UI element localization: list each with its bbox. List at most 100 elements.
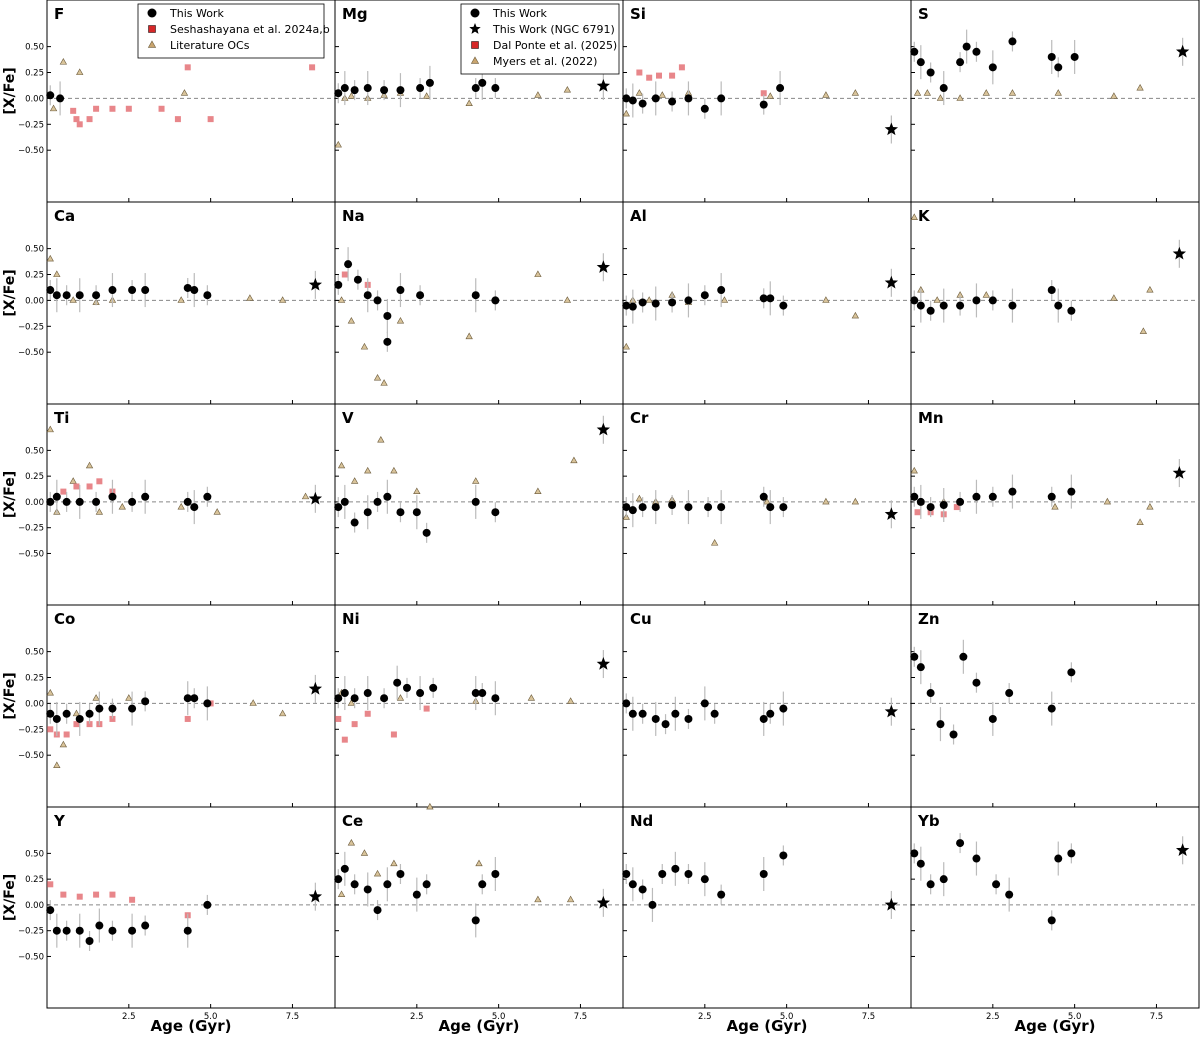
panel-s-this-work-point	[926, 68, 935, 77]
panel-ce-this-work-point	[478, 880, 487, 889]
panel-co-this-work-point	[190, 694, 199, 703]
panel-al-frame	[622, 201, 912, 405]
legend-left-label: Seshashayana et al. 2024a,b	[170, 23, 330, 36]
panel-k-literature-point	[910, 213, 918, 220]
panel-cr-this-work-point	[779, 503, 788, 512]
panel-f-seshashayana-point	[70, 107, 77, 114]
legend-left-marker	[147, 8, 157, 18]
panel-zn-this-work-point	[910, 652, 919, 661]
panel-s-this-work-point	[1070, 52, 1079, 61]
panel-ni-this-work-point	[478, 689, 487, 698]
panel-y-ngc6791-star	[308, 889, 323, 903]
panel-mn-literature-point	[1051, 502, 1059, 510]
legend-mid-label: Myers et al. (2022)	[493, 55, 597, 68]
panel-si-literature-point	[822, 91, 830, 98]
panel-f-this-work-point	[46, 91, 55, 100]
panel-co-this-work-point	[141, 697, 150, 706]
panel-cu-frame	[622, 604, 912, 808]
panel-co-literature-point	[249, 699, 257, 706]
legend-mid-marker	[469, 23, 481, 34]
panel-cu-this-work-point	[700, 699, 709, 708]
panel-f-element-label: F	[54, 5, 64, 23]
panel-v-this-work-point	[471, 497, 480, 506]
ytick-label: 0.00	[25, 498, 44, 508]
panel-s-this-work-point	[939, 84, 948, 93]
panel-mg-element-label: Mg	[342, 5, 368, 23]
panel-v-literature-point	[534, 487, 542, 495]
panel-na-element-label: Na	[342, 207, 365, 225]
panel-na-literature-point	[337, 296, 346, 303]
panel-ce-literature-point	[337, 890, 346, 898]
panel-ti-seshashayana-point	[73, 483, 80, 490]
panel-s-literature-point	[982, 89, 990, 96]
panel-f-literature-point	[49, 104, 58, 112]
panel-mn-literature-point	[1136, 518, 1144, 525]
y-axis-label: [X/Fe]	[2, 471, 18, 518]
panel-f-seshashayana-point	[207, 116, 214, 123]
panel-co-literature-point	[46, 688, 54, 696]
panel-mn-this-work-point	[926, 503, 935, 512]
panel-mn-seshashayana-point	[953, 504, 960, 511]
panel-yb-this-work-point	[1005, 890, 1014, 899]
panel-ti-this-work-point	[203, 492, 212, 501]
panel-si-this-work-point	[684, 94, 693, 103]
panel-na-this-work-point	[383, 311, 392, 320]
panel-v-this-work-point	[412, 508, 421, 517]
panel-f-literature-point	[76, 68, 84, 75]
panel-si-seshashayana-point	[760, 90, 767, 97]
panel-ni-seshashayana-point	[390, 731, 397, 738]
panel-yb-this-work-point	[916, 859, 925, 868]
panel-ce-literature-point	[475, 859, 483, 867]
panel-nd-this-work-point	[622, 870, 631, 878]
ytick-label: −0.50	[18, 751, 44, 761]
panel-ca-literature-point	[46, 254, 54, 262]
panel-ti-literature-point	[213, 508, 221, 515]
panel-al-this-work-point	[651, 299, 660, 308]
panel-cu-this-work-point	[766, 709, 775, 718]
panel-k-this-work-point	[1054, 301, 1063, 310]
panel-ti-ngc6791-star	[308, 491, 323, 505]
panel-s-frame	[910, 0, 1200, 203]
panel-si-literature-point	[635, 89, 644, 96]
panel-cr-this-work-point	[684, 503, 693, 512]
panel-ca-this-work-point	[183, 283, 192, 292]
panel-mn-this-work-point	[939, 501, 948, 510]
legend-mid-marker	[470, 56, 480, 64]
panel-co-seshashayana-point	[47, 726, 54, 733]
panel-nd-this-work-point	[628, 880, 637, 889]
panel-k-this-work-point	[916, 301, 925, 310]
panel-cr-literature-point	[822, 497, 830, 505]
panel-cr-this-work-point	[766, 503, 775, 512]
panel-ti-seshashayana-point	[96, 478, 103, 485]
panel-y-seshashayana-point	[109, 891, 116, 898]
y-axis-label: [X/Fe]	[2, 672, 18, 719]
panel-cu-this-work-point	[684, 714, 693, 723]
panel-mn-literature-point	[1103, 497, 1112, 505]
panel-co-this-work-point	[183, 694, 192, 703]
legend-mid-label: This Work	[492, 7, 547, 20]
panel-ti-this-work-point	[62, 497, 71, 506]
panel-co-this-work-point	[52, 714, 61, 723]
panel-k-this-work-point	[939, 301, 948, 310]
panel-yb-ngc6791-star	[1175, 843, 1190, 856]
x-axis-label: Age (Gyr)	[727, 1017, 808, 1035]
panel-mn-this-work-point	[956, 497, 965, 506]
panel-co-literature-point	[53, 761, 61, 768]
ytick-label: −0.25	[18, 322, 44, 332]
panel-zn-element-label: Zn	[918, 610, 940, 628]
panel-ce-literature-point	[426, 802, 434, 810]
panel-mn-literature-point	[1146, 502, 1154, 510]
panel-cr-literature-point	[635, 494, 644, 502]
panel-f-seshashayana-point	[309, 64, 316, 71]
panel-mg-this-work-point	[396, 86, 405, 95]
panel-ce-this-work-point	[422, 880, 431, 889]
ytick-label: 0.25	[25, 69, 44, 79]
panel-mn-seshashayana-point	[914, 509, 921, 516]
panel-ti-this-work-point	[75, 497, 84, 506]
ytick-label: −0.50	[18, 146, 44, 156]
panel-na-literature-point	[534, 270, 542, 277]
panel-ti-seshashayana-point	[86, 483, 93, 490]
panel-s-this-work-point	[962, 42, 971, 51]
panel-si-literature-point	[766, 92, 774, 99]
panel-ca-literature-point	[69, 296, 77, 303]
